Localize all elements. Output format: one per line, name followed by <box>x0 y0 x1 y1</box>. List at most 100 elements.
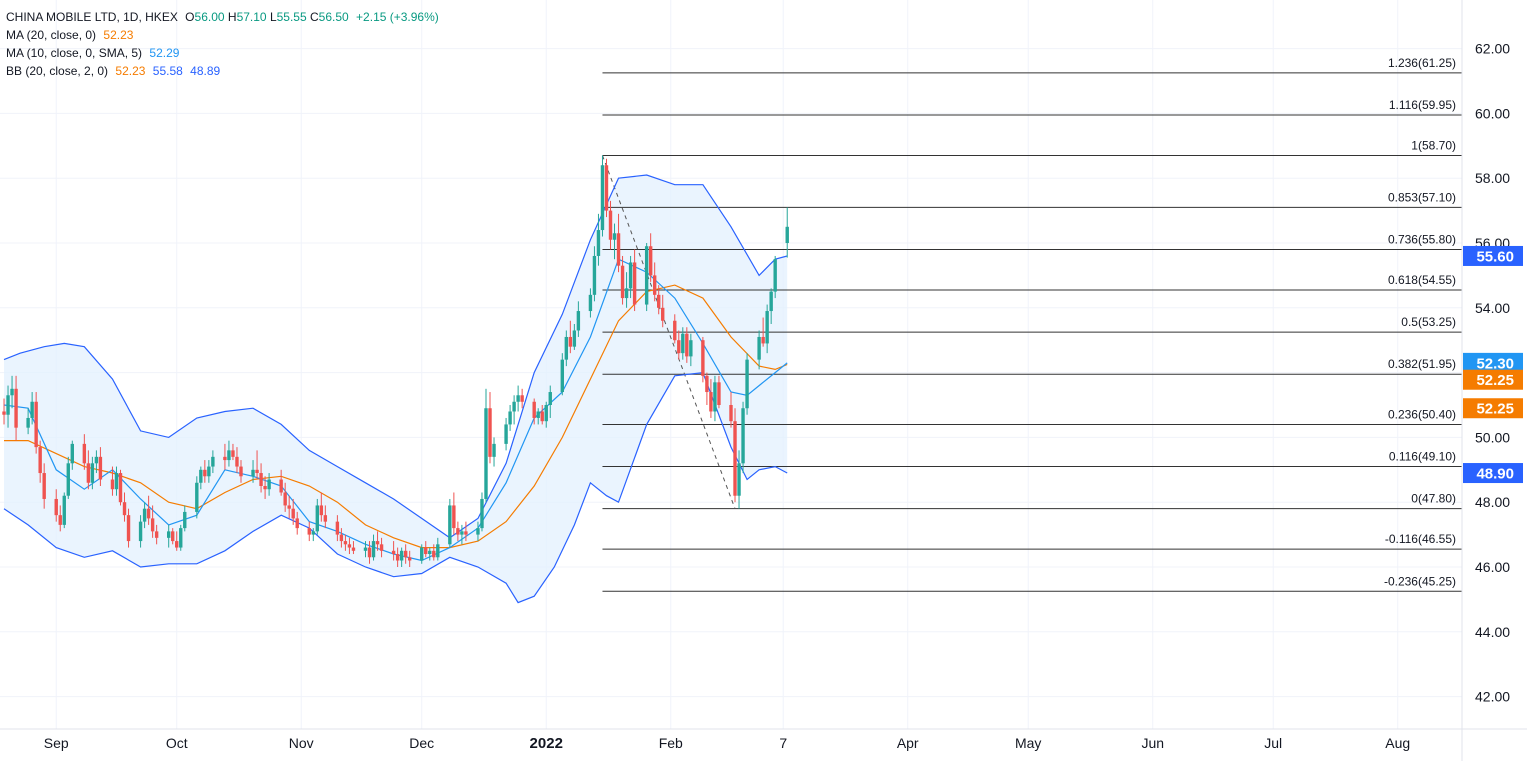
candle-body-down <box>379 544 384 551</box>
candle-body-down <box>540 411 544 422</box>
candle-body-down <box>239 466 243 477</box>
fib-level-label: 1(58.70) <box>1411 139 1456 153</box>
candle-body-up <box>363 547 368 551</box>
candle-body-down <box>729 405 733 422</box>
candle-body-down <box>291 508 295 519</box>
candle-body-down <box>709 392 713 412</box>
candle-body-down <box>171 531 175 542</box>
candle-body-down <box>295 518 299 529</box>
candle-body-down <box>464 531 468 535</box>
candle-body-up <box>26 417 30 428</box>
fib-level-label: 0(47.80) <box>1411 492 1456 506</box>
candle-body-up <box>596 230 601 256</box>
x-tick-label: Oct <box>166 735 188 751</box>
high-value: 57.10 <box>236 10 267 24</box>
candle-body-down <box>488 408 492 457</box>
legend-bb-row[interactable]: BB (20, close, 2, 0) 52.23 55.58 48.89 <box>6 62 439 80</box>
candle-body-up <box>628 262 633 289</box>
candle-body-up <box>460 531 464 535</box>
candle-body-up <box>624 288 629 299</box>
candle-body-down <box>110 479 115 490</box>
candle-body-up <box>745 359 749 409</box>
candle-body-down <box>403 550 408 558</box>
candle-body-up <box>195 482 199 512</box>
candle-body-up <box>70 443 74 464</box>
x-tick-label: 2022 <box>530 735 563 752</box>
high-label: H <box>227 10 237 24</box>
x-tick-label: Sep <box>44 735 69 751</box>
candle-body-down <box>343 541 348 545</box>
candle-body-down <box>259 473 263 486</box>
legend-ma20-row[interactable]: MA (20, close, 0) 52.23 <box>6 26 439 44</box>
candle-body-up <box>428 550 432 555</box>
candle-body-up <box>211 456 215 467</box>
candle-body-down <box>231 450 235 457</box>
candle-body-down <box>407 557 412 561</box>
candle-body-up <box>512 401 516 412</box>
fib-level-label: 0.116(49.10) <box>1389 450 1456 464</box>
candle-body-up <box>30 401 34 418</box>
price-badge-label: 48.90 <box>1476 466 1514 483</box>
ma20-label: MA (20, close, 0) <box>6 28 97 42</box>
candle-body-down <box>307 528 311 535</box>
candle-body-down <box>150 518 155 532</box>
candle-body-down <box>122 502 127 516</box>
candle-body-down <box>733 421 737 496</box>
candle-body-down <box>424 547 428 555</box>
y-tick-label: 42.00 <box>1475 689 1510 705</box>
price-badge-label: 55.60 <box>1476 248 1514 265</box>
y-tick-label: 46.00 <box>1475 559 1510 575</box>
candle-body-up <box>227 450 231 461</box>
candle-body-up <box>737 463 741 496</box>
candle-body-down <box>657 294 661 308</box>
candle-body-down <box>347 544 352 548</box>
candle-body-up <box>765 311 769 344</box>
candle-body-up <box>90 463 95 483</box>
legend-ma10-row[interactable]: MA (10, close, 0, SMA, 5) 52.29 <box>6 44 439 62</box>
candle-body-down <box>279 479 283 493</box>
bb-upper-value: 55.58 <box>152 64 183 78</box>
candle-body-down <box>395 554 400 561</box>
indicator-lines <box>3 174 788 604</box>
candle-body-up <box>504 424 508 444</box>
candle-body-up <box>536 411 540 418</box>
candle-body-down <box>38 447 42 474</box>
candle-body-up <box>564 336 569 360</box>
candle-body-down <box>42 473 46 499</box>
candle-body-down <box>604 165 609 211</box>
candle-body-down <box>2 411 6 415</box>
candle-body-down <box>661 307 665 321</box>
candle-body-down <box>717 382 721 405</box>
candle-body-down <box>203 469 207 477</box>
symbol-title[interactable]: CHINA MOBILE LTD, 1D, HKEX <box>6 10 178 24</box>
bb-lower-value: 48.89 <box>190 64 221 78</box>
candle-body-up <box>183 511 187 529</box>
candle-body-down <box>14 388 18 428</box>
candle-body-up <box>508 411 512 425</box>
candle-body-down <box>287 505 291 509</box>
price-badge-label: 52.30 <box>1476 355 1514 372</box>
fib-level-label: -0.116(46.55) <box>1385 532 1456 546</box>
price-badge <box>1463 463 1523 484</box>
x-tick-label: Apr <box>897 735 919 751</box>
candle-body-up <box>612 233 617 240</box>
candle-body-up <box>785 226 789 243</box>
fib-level-label: 0.382(51.95) <box>1388 357 1456 371</box>
candle-body-up <box>713 382 717 412</box>
candle-body-up <box>179 528 183 548</box>
candle-body-up <box>572 330 577 347</box>
x-tick-label: Dec <box>409 735 434 751</box>
price-badge-label: 52.25 <box>1476 401 1514 418</box>
candle-body-up <box>644 246 649 305</box>
candle-body-up <box>207 466 211 477</box>
legend-symbol-row: CHINA MOBILE LTD, 1D, HKEX O56.00 H57.10… <box>6 8 439 26</box>
y-tick-label: 58.00 <box>1475 170 1510 186</box>
candle-body-down <box>648 246 653 276</box>
candle-body-up <box>10 388 14 396</box>
fibonacci-retracement[interactable]: 1.236(61.25) 1.116(59.95) 1(58.70) 0.853(57… <box>602 56 1462 592</box>
ma20-line <box>4 284 788 549</box>
fib-level-label: 0.736(55.80) <box>1388 232 1456 246</box>
candle-body-down <box>34 401 38 448</box>
